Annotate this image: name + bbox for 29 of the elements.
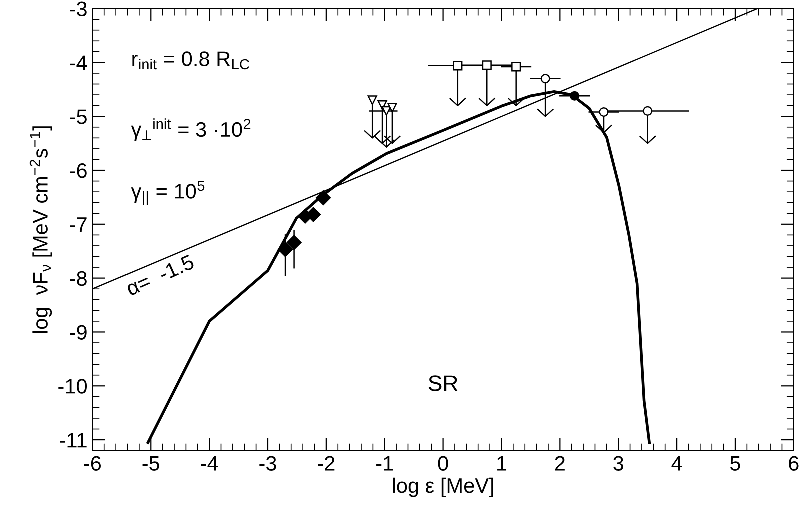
x-tick-label: 3 <box>614 456 624 471</box>
x-tick-label: 2 <box>555 456 565 471</box>
y-tick-label: -11 <box>60 433 87 448</box>
annotation: γ$_{||}$ = 10$^{5}$ <box>131 180 205 206</box>
x-tick-label: -4 <box>201 456 218 471</box>
y-tick-label: -8 <box>70 271 87 286</box>
annotation: γ$_{⊥}$$^{init}$ = 3 ·10$^{2}$ <box>131 118 251 142</box>
annotation: α= -1.5 <box>125 254 196 296</box>
y-tick-label: -3 <box>70 2 87 17</box>
x-tick-label: -1 <box>376 456 394 471</box>
x-tick-label: -6 <box>84 456 102 471</box>
y-tick-label: -4 <box>70 56 88 70</box>
y-tick-label: -10 <box>58 379 88 394</box>
x-tick-label: 4 <box>672 456 682 471</box>
x-tick-label: 1 <box>498 456 507 471</box>
x-tick-label: 6 <box>789 456 799 471</box>
x-tick-label: 0 <box>438 456 448 471</box>
y-tick-label: -6 <box>70 164 87 178</box>
x-tick-label: -5 <box>142 456 160 471</box>
y-axis-title: log νF$_{ν}$ [MeV cm$^{−2}$s$^{−1}$] <box>30 126 52 334</box>
y-tick-label: -9 <box>70 325 87 340</box>
y-tick-label: -5 <box>70 110 87 124</box>
annotation: SR <box>428 376 458 392</box>
x-axis-title: log ε [MeV] <box>393 478 494 498</box>
x-tick-label: 5 <box>730 456 740 471</box>
x-tick-label: -2 <box>318 456 335 471</box>
annotation: r$_{init}$ = 0.8 R$_{LC}$ <box>132 52 250 70</box>
y-tick-label: -7 <box>70 218 87 232</box>
x-tick-label: -3 <box>260 456 276 471</box>
